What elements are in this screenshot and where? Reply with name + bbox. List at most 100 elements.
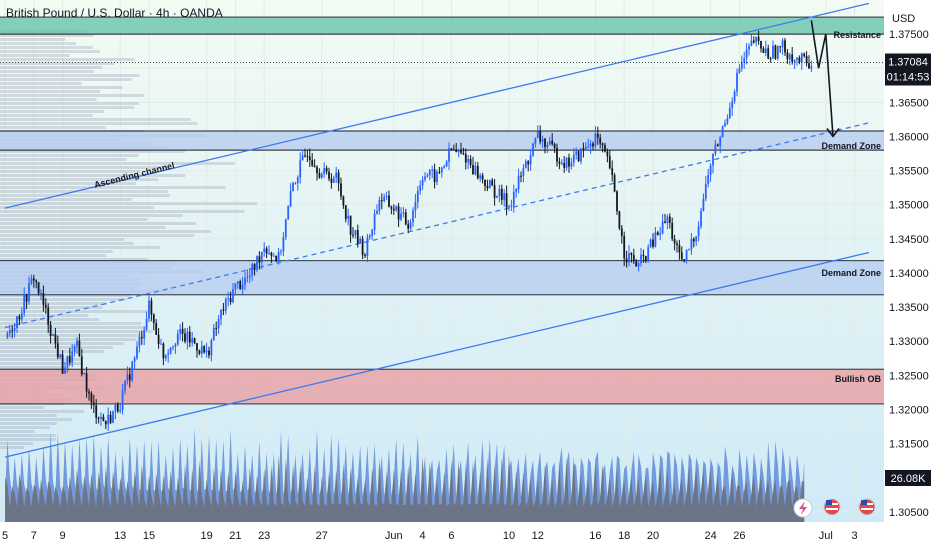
candle-body — [755, 36, 758, 43]
candle-body — [304, 155, 306, 157]
candle-body — [340, 183, 342, 197]
candle-body — [284, 219, 287, 238]
candle-body — [107, 414, 110, 425]
candle-body — [707, 174, 710, 184]
candle-body — [424, 176, 426, 180]
candle-body — [390, 206, 393, 209]
candle-body — [460, 150, 462, 154]
price-axis-background — [884, 0, 932, 550]
candle-body — [628, 253, 630, 263]
candle-body — [352, 234, 354, 236]
candle-body — [515, 189, 518, 192]
price-tick-label: 1.35000 — [889, 200, 929, 212]
us-flag-icon[interactable] — [823, 498, 841, 516]
profile-bar — [0, 330, 153, 333]
candle-body — [433, 169, 436, 183]
profile-bar — [0, 186, 226, 189]
candle-body — [784, 40, 786, 53]
candle-body — [378, 200, 381, 211]
profile-bar — [0, 242, 134, 245]
candle-body — [160, 343, 162, 345]
candle-body — [704, 183, 707, 199]
candle-body — [126, 374, 129, 381]
channel-lower-line — [4, 251, 870, 458]
candle-body — [366, 237, 369, 257]
candle-body — [157, 334, 160, 344]
candle-body — [73, 346, 76, 352]
candle-body — [520, 175, 522, 177]
candle-body — [793, 59, 796, 62]
candle-body — [104, 420, 107, 425]
candle-body — [371, 229, 374, 236]
candle-body — [690, 238, 693, 250]
profile-bar — [0, 150, 186, 153]
candle-body — [356, 230, 359, 244]
price-tick-label: 1.37500 — [889, 29, 929, 41]
candle-body — [364, 255, 366, 257]
price-tick-label: 1.34000 — [889, 268, 929, 280]
profile-bar — [0, 222, 196, 225]
candle-body — [750, 40, 753, 46]
profile-bar — [0, 34, 94, 37]
profile-bar — [0, 314, 89, 317]
last-price: 1.37084 — [888, 57, 928, 69]
candle-body — [90, 393, 93, 403]
candle-body — [678, 244, 681, 253]
candle-body — [416, 190, 419, 203]
candle-body — [740, 62, 743, 69]
profile-bar — [0, 338, 137, 341]
profile-bar — [0, 62, 115, 65]
candle-body — [102, 416, 105, 421]
bullish-ob-label: Bullish OB — [835, 374, 882, 384]
candle-body — [558, 161, 561, 164]
profile-bar — [0, 94, 145, 97]
candle-body — [568, 157, 570, 167]
candle-body — [131, 361, 134, 381]
candle-body — [616, 191, 618, 212]
candle-body — [575, 151, 578, 155]
candle-body — [532, 143, 534, 156]
candle-body — [640, 254, 642, 264]
lightning-icon[interactable] — [793, 498, 813, 518]
candle-body — [577, 151, 580, 162]
candle-body — [791, 54, 794, 62]
profile-bar — [0, 434, 56, 437]
candle-body — [71, 351, 74, 363]
profile-bar — [0, 350, 104, 353]
candle-body — [92, 402, 95, 406]
candle-body — [227, 298, 230, 300]
candle-body — [128, 374, 131, 381]
candle-body — [488, 180, 491, 189]
profile-bar — [0, 410, 84, 413]
time-tick-label: Jun — [385, 530, 403, 542]
candle-body — [448, 148, 450, 162]
profile-bar — [0, 366, 70, 369]
candle-body — [745, 49, 748, 59]
profile-bar — [0, 446, 25, 449]
candle-body — [150, 300, 153, 315]
candle-body — [443, 166, 446, 168]
time-axis-ticks: 5 7 9 13 15 19 21 23 27 Jun 4 6 10 12 16 18 20 24 26 Jul 3 — [2, 530, 858, 542]
candle-body — [52, 334, 54, 336]
candle-body — [400, 213, 402, 220]
candle-body — [289, 191, 292, 207]
time-tick-label: 9 — [60, 530, 66, 542]
candle-body — [323, 168, 326, 175]
profile-bar — [0, 430, 35, 433]
candle-body — [534, 137, 537, 144]
candle-body — [721, 126, 724, 138]
candle-body — [380, 200, 383, 202]
candle-body — [512, 191, 515, 206]
profile-bar — [0, 170, 141, 173]
candle-body — [551, 140, 554, 144]
last-price-badge: 1.37084 01:14:53 — [885, 53, 931, 86]
candle-body — [738, 68, 741, 73]
price-tick-label: 1.35500 — [889, 166, 929, 178]
candle-body — [292, 183, 294, 192]
candle-body — [733, 91, 736, 102]
candle-body — [392, 208, 395, 211]
chart-title: British Pound / U.S. Dollar · 4h · OANDA — [6, 6, 223, 20]
us-flag-icon-2[interactable] — [858, 498, 876, 516]
candle-body — [23, 294, 26, 314]
